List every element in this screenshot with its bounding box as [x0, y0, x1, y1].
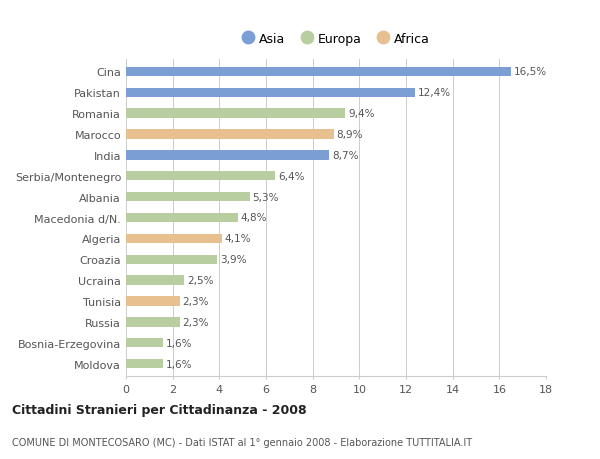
Text: COMUNE DI MONTECOSARO (MC) - Dati ISTAT al 1° gennaio 2008 - Elaborazione TUTTIT: COMUNE DI MONTECOSARO (MC) - Dati ISTAT … — [12, 437, 472, 447]
Text: 9,4%: 9,4% — [348, 109, 374, 119]
Text: 3,9%: 3,9% — [220, 255, 246, 265]
Bar — [126, 338, 163, 348]
Text: 4,1%: 4,1% — [224, 234, 251, 244]
Text: 1,6%: 1,6% — [166, 338, 193, 348]
Bar — [126, 172, 275, 181]
Text: 6,4%: 6,4% — [278, 171, 305, 181]
Text: Cittadini Stranieri per Cittadinanza - 2008: Cittadini Stranieri per Cittadinanza - 2… — [12, 403, 307, 416]
Text: 2,5%: 2,5% — [187, 275, 214, 285]
Bar — [126, 213, 238, 223]
Bar — [126, 234, 221, 244]
Bar — [126, 67, 511, 77]
Text: 2,3%: 2,3% — [182, 297, 209, 306]
Bar — [126, 130, 334, 140]
Bar — [126, 192, 250, 202]
Text: 5,3%: 5,3% — [253, 192, 279, 202]
Text: 1,6%: 1,6% — [166, 359, 193, 369]
Text: 4,8%: 4,8% — [241, 213, 268, 223]
Text: 8,7%: 8,7% — [332, 151, 358, 161]
Text: 2,3%: 2,3% — [182, 317, 209, 327]
Bar — [126, 151, 329, 160]
Bar — [126, 88, 415, 98]
Bar — [126, 109, 346, 118]
Legend: Asia, Europa, Africa: Asia, Europa, Africa — [237, 28, 435, 51]
Bar — [126, 359, 163, 369]
Text: 8,9%: 8,9% — [337, 130, 363, 140]
Bar — [126, 276, 184, 285]
Bar — [126, 255, 217, 264]
Text: 16,5%: 16,5% — [514, 67, 547, 77]
Bar — [126, 297, 179, 306]
Text: 12,4%: 12,4% — [418, 88, 451, 98]
Bar — [126, 318, 179, 327]
